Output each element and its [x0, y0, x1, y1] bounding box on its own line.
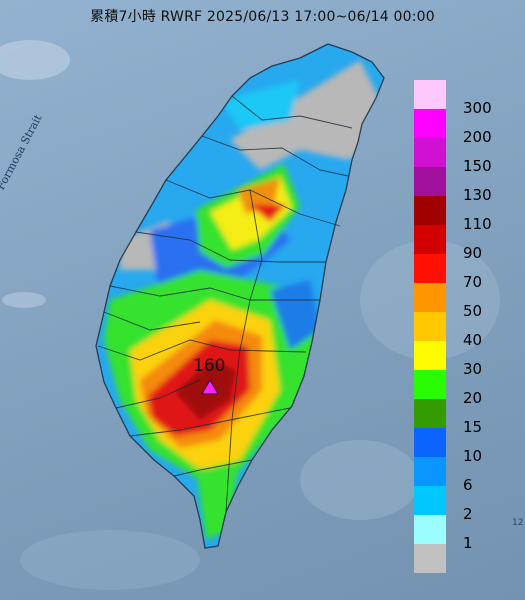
page-title: 累積7小時 RWRF 2025/06/13 17:00~06/14 00:00 — [90, 9, 435, 25]
legend-swatch — [414, 196, 446, 225]
legend-label: 15 — [463, 418, 483, 436]
legend-swatch — [414, 109, 446, 138]
legend-label: 20 — [463, 389, 483, 407]
edge-tick-label: 12 — [512, 518, 524, 528]
legend-label: 10 — [463, 447, 483, 465]
legend-swatch — [414, 312, 446, 341]
peak-marker — [201, 378, 219, 395]
legend-swatch — [414, 167, 446, 196]
legend-label: 300 — [463, 99, 492, 117]
peak-value-label: 160 — [193, 356, 226, 376]
legend-swatch — [414, 283, 446, 312]
legend-label: 150 — [463, 157, 492, 175]
legend-swatch — [414, 515, 446, 544]
legend-swatch — [414, 486, 446, 515]
legend-swatch — [414, 428, 446, 457]
legend-swatch — [414, 254, 446, 283]
legend-swatch — [414, 544, 446, 573]
legend-swatch — [414, 341, 446, 370]
legend-label: 200 — [463, 128, 492, 146]
legend-label: 30 — [463, 360, 483, 378]
county-boundaries — [95, 43, 385, 549]
legend-label: 50 — [463, 302, 483, 320]
legend-swatch — [414, 457, 446, 486]
legend: 300 200 150 130 110 90 70 50 40 30 20 15 10 6 2 1 — [414, 80, 519, 573]
legend-swatch — [414, 138, 446, 167]
legend-label: 40 — [463, 331, 483, 349]
legend-swatch — [414, 80, 446, 109]
legend-label: 6 — [463, 476, 473, 494]
legend-label: 110 — [463, 215, 492, 233]
legend-label: 1 — [463, 534, 473, 552]
legend-swatch — [414, 370, 446, 399]
rainfall-field — [104, 60, 384, 540]
legend-label: 70 — [463, 273, 483, 291]
legend-swatch — [414, 225, 446, 254]
legend-label: 90 — [463, 244, 483, 262]
legend-swatch — [414, 399, 446, 428]
legend-label: 2 — [463, 505, 473, 523]
legend-label: 130 — [463, 186, 492, 204]
